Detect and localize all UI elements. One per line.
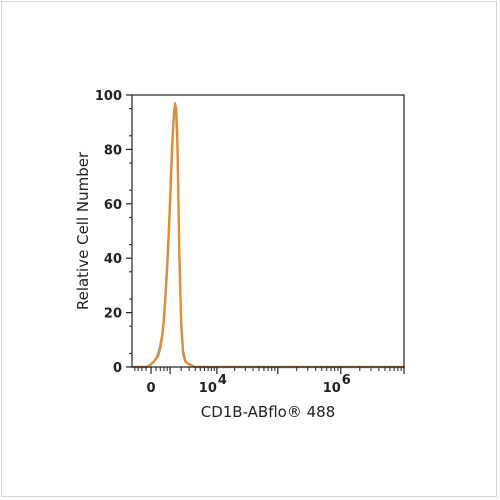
x-axis-title: CD1B-ABflo® 488	[201, 403, 336, 421]
x-tick-exponent: 6	[342, 373, 351, 388]
y-axis-title: Relative Cell Number	[74, 151, 92, 310]
series-line-2	[132, 102, 406, 369]
x-tick-label: 10	[323, 381, 341, 396]
series-line-1	[132, 104, 406, 369]
x-tick-exponent: 4	[218, 373, 227, 388]
y-tick-label: 80	[104, 143, 122, 158]
y-tick-label: 60	[104, 198, 122, 213]
y-tick-label: 20	[104, 307, 122, 322]
y-tick-label: 0	[113, 361, 122, 376]
x-tick-label: 0	[147, 381, 156, 396]
x-tick-label: 10	[199, 381, 217, 396]
series-layer	[132, 102, 406, 369]
y-tick-label: 40	[104, 252, 122, 267]
y-tick-label: 100	[95, 89, 122, 104]
